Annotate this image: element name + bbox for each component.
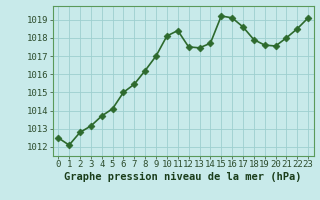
X-axis label: Graphe pression niveau de la mer (hPa): Graphe pression niveau de la mer (hPa) bbox=[64, 172, 302, 182]
